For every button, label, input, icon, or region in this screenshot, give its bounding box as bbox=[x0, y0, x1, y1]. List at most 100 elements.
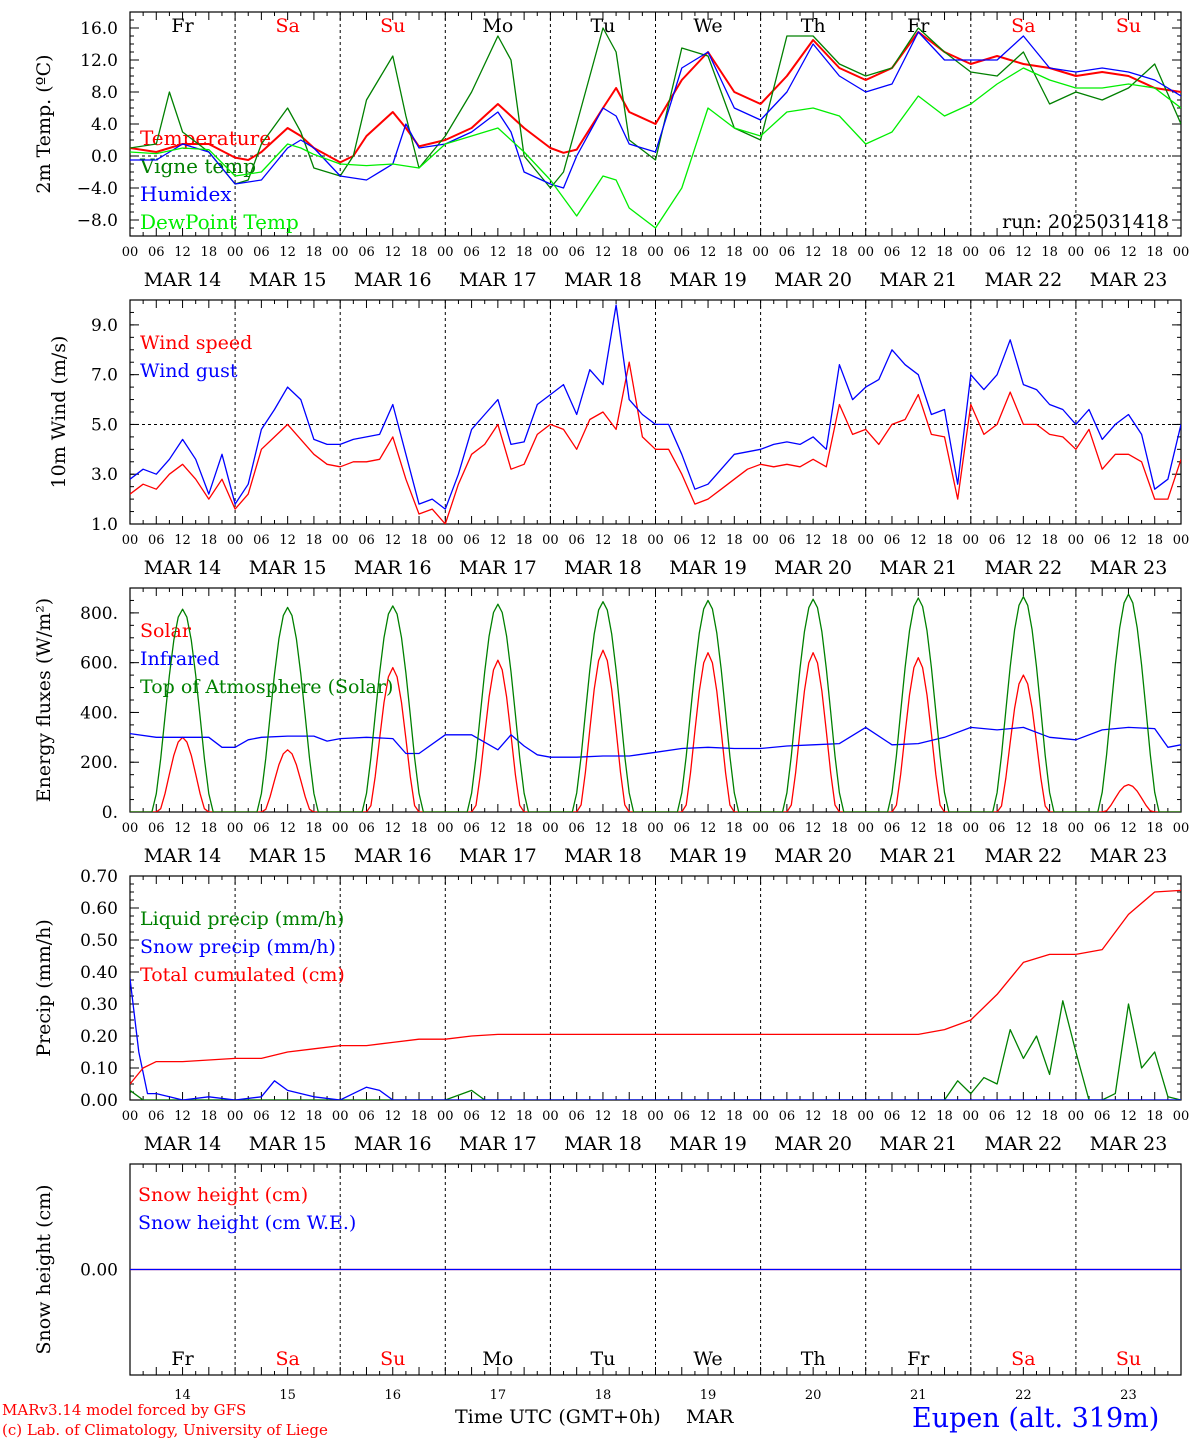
hour-tick-label: 00 bbox=[647, 821, 664, 836]
hour-tick-label: 12 bbox=[384, 1109, 401, 1124]
day-number-label: 15 bbox=[279, 1388, 296, 1403]
series-line-dewpoint-temp bbox=[130, 67, 1181, 229]
weekday-label: Fr bbox=[171, 15, 194, 37]
y-axis-label: 2m Temp. (ºC) bbox=[33, 54, 55, 193]
weekday-label: Sa bbox=[275, 15, 299, 37]
weekday-label: Fr bbox=[907, 15, 930, 37]
y-tick-label: 800. bbox=[80, 604, 118, 624]
hour-tick-label: 06 bbox=[779, 821, 796, 836]
hour-tick-label: 18 bbox=[621, 1109, 638, 1124]
y-tick-label: 0.00 bbox=[80, 1091, 118, 1111]
hour-tick-label: 06 bbox=[358, 1109, 375, 1124]
hour-tick-label: 18 bbox=[726, 245, 743, 260]
hour-tick-label: 18 bbox=[936, 533, 953, 548]
hour-tick-label: 06 bbox=[779, 245, 796, 260]
hour-tick-label: 06 bbox=[1094, 533, 1111, 548]
date-label: MAR 23 bbox=[1090, 1133, 1168, 1155]
date-label: MAR 14 bbox=[144, 1133, 222, 1155]
hour-tick-label: 00 bbox=[332, 1109, 349, 1124]
weekday-label: Su bbox=[1116, 1348, 1141, 1370]
y-tick-label: 1.0 bbox=[91, 515, 118, 535]
date-label: MAR 17 bbox=[459, 269, 537, 291]
y-tick-label: 3.0 bbox=[91, 465, 118, 485]
hour-tick-label: 12 bbox=[279, 821, 296, 836]
hour-tick-label: 12 bbox=[805, 1109, 822, 1124]
weekday-label: Su bbox=[380, 1348, 405, 1370]
weekday-label: Sa bbox=[275, 1348, 299, 1370]
hour-tick-label: 12 bbox=[805, 821, 822, 836]
hour-tick-label: 18 bbox=[831, 821, 848, 836]
hour-tick-label: 18 bbox=[516, 245, 533, 260]
hour-tick-label: 12 bbox=[910, 1109, 927, 1124]
hour-tick-label: 06 bbox=[358, 821, 375, 836]
hour-tick-label: 00 bbox=[857, 821, 874, 836]
y-tick-label: 0.30 bbox=[80, 995, 118, 1015]
y-tick-label: 7.0 bbox=[91, 366, 118, 386]
series-line-liquid-precip-mm-h- bbox=[130, 1000, 1181, 1100]
hour-tick-label: 06 bbox=[148, 1109, 165, 1124]
hour-tick-label: 12 bbox=[279, 533, 296, 548]
hour-tick-label: 00 bbox=[752, 245, 769, 260]
hour-tick-label: 06 bbox=[989, 1109, 1006, 1124]
hour-tick-label: 12 bbox=[595, 821, 612, 836]
hour-tick-label: 00 bbox=[647, 245, 664, 260]
date-label: MAR 21 bbox=[879, 557, 957, 579]
date-label: MAR 18 bbox=[564, 845, 642, 867]
hour-tick-label: 00 bbox=[227, 821, 244, 836]
hour-tick-label: 00 bbox=[437, 533, 454, 548]
hour-tick-label: 06 bbox=[253, 245, 270, 260]
day-number-label: 18 bbox=[595, 1388, 612, 1403]
series-line-top-of-atmosphere-solar- bbox=[130, 593, 1181, 812]
hour-tick-label: 12 bbox=[490, 821, 507, 836]
y-axis-label: Snow height (cm) bbox=[33, 1184, 55, 1354]
hour-tick-label: 00 bbox=[963, 821, 980, 836]
hour-tick-label: 06 bbox=[884, 533, 901, 548]
hour-tick-label: 12 bbox=[595, 1109, 612, 1124]
date-label: MAR 14 bbox=[144, 845, 222, 867]
hour-tick-label: 00 bbox=[1173, 821, 1190, 836]
hour-tick-label: 00 bbox=[752, 821, 769, 836]
hour-tick-label: 18 bbox=[936, 821, 953, 836]
hour-tick-label: 00 bbox=[1068, 245, 1085, 260]
hour-tick-label: 18 bbox=[1146, 533, 1163, 548]
y-axis-label: 10m Wind (m/s) bbox=[48, 336, 70, 489]
y-tick-label: 0.00 bbox=[80, 1261, 118, 1281]
y-tick-label: 0.40 bbox=[80, 963, 118, 983]
y-tick-label: −8.0 bbox=[77, 211, 118, 231]
hour-tick-label: 00 bbox=[332, 245, 349, 260]
hour-tick-label: 00 bbox=[963, 1109, 980, 1124]
weekday-label: We bbox=[693, 1348, 722, 1370]
y-tick-label: 0. bbox=[102, 803, 118, 823]
day-number-label: 17 bbox=[490, 1388, 507, 1403]
day-number-label: 14 bbox=[174, 1388, 191, 1403]
hour-tick-label: 00 bbox=[542, 821, 559, 836]
hour-tick-label: 00 bbox=[437, 821, 454, 836]
hour-tick-label: 12 bbox=[910, 821, 927, 836]
hour-tick-label: 06 bbox=[989, 533, 1006, 548]
hour-tick-label: 00 bbox=[122, 245, 139, 260]
date-label: MAR 21 bbox=[879, 269, 957, 291]
hour-tick-label: 18 bbox=[1041, 821, 1058, 836]
hour-tick-label: 00 bbox=[227, 533, 244, 548]
date-label: MAR 20 bbox=[774, 845, 852, 867]
hour-tick-label: 06 bbox=[568, 245, 585, 260]
hour-tick-label: 06 bbox=[253, 533, 270, 548]
hour-tick-label: 00 bbox=[122, 533, 139, 548]
date-label: MAR 16 bbox=[354, 557, 432, 579]
legend-entry: Snow height (cm W.E.) bbox=[138, 1212, 356, 1234]
hour-tick-label: 18 bbox=[1041, 245, 1058, 260]
hour-tick-label: 06 bbox=[989, 245, 1006, 260]
hour-tick-label: 12 bbox=[1015, 245, 1032, 260]
date-label: MAR 17 bbox=[459, 845, 537, 867]
date-label: MAR 21 bbox=[879, 845, 957, 867]
y-tick-label: 16.0 bbox=[80, 19, 118, 39]
station-label: Eupen (alt. 319m) bbox=[912, 1403, 1159, 1434]
hour-tick-label: 12 bbox=[805, 245, 822, 260]
hour-tick-label: 00 bbox=[1068, 821, 1085, 836]
date-label: MAR 14 bbox=[144, 269, 222, 291]
hour-tick-label: 18 bbox=[1146, 245, 1163, 260]
y-tick-label: 0.50 bbox=[80, 931, 118, 951]
hour-tick-label: 12 bbox=[1015, 1109, 1032, 1124]
date-label: MAR 18 bbox=[564, 557, 642, 579]
weekday-label: We bbox=[693, 15, 722, 37]
